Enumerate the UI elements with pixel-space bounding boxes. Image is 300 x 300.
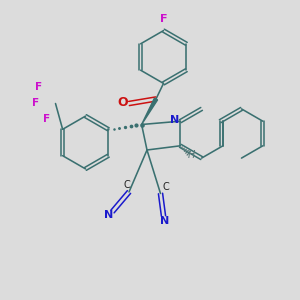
Text: F: F (35, 82, 42, 92)
Text: C: C (124, 181, 130, 190)
Text: N: N (170, 115, 179, 125)
Text: C: C (163, 182, 170, 192)
Text: N: N (160, 216, 169, 226)
Text: O: O (117, 95, 128, 109)
Text: F: F (32, 98, 39, 109)
Text: H: H (188, 150, 195, 160)
Text: N: N (104, 210, 113, 220)
Text: F: F (43, 113, 50, 124)
Polygon shape (142, 98, 158, 124)
Text: F: F (160, 14, 167, 24)
